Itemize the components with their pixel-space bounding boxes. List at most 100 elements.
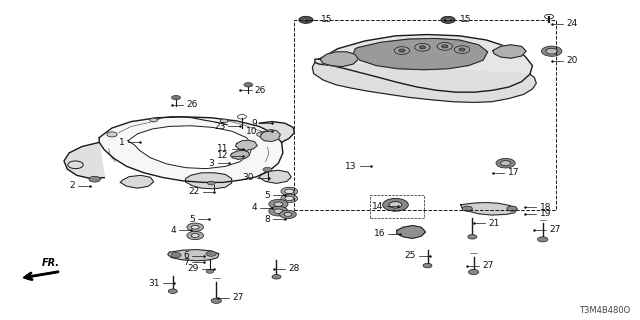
Circle shape: [191, 234, 199, 237]
Circle shape: [211, 298, 221, 303]
Circle shape: [280, 210, 296, 219]
Text: 17: 17: [508, 168, 519, 177]
Text: 8: 8: [264, 215, 270, 224]
Circle shape: [500, 161, 511, 166]
Circle shape: [274, 202, 283, 206]
Text: 6: 6: [183, 252, 189, 260]
Polygon shape: [493, 45, 526, 58]
Text: 1: 1: [119, 138, 125, 147]
Text: 14: 14: [372, 202, 383, 211]
Polygon shape: [230, 150, 250, 159]
Bar: [294, 20, 556, 210]
Text: 27: 27: [232, 293, 244, 302]
Circle shape: [468, 269, 479, 275]
Circle shape: [206, 269, 214, 273]
Text: 27: 27: [549, 225, 561, 234]
Text: 19: 19: [540, 209, 551, 218]
Circle shape: [172, 95, 180, 100]
Text: 18: 18: [540, 203, 551, 212]
Polygon shape: [461, 203, 517, 215]
Circle shape: [285, 189, 294, 194]
Circle shape: [303, 19, 308, 21]
Circle shape: [244, 83, 253, 87]
Circle shape: [399, 49, 405, 52]
Text: 23: 23: [214, 122, 225, 131]
Text: 10: 10: [246, 127, 257, 136]
Text: 12: 12: [217, 151, 228, 160]
Circle shape: [389, 202, 402, 208]
Polygon shape: [128, 126, 253, 169]
Text: 15: 15: [460, 15, 471, 24]
Text: 9: 9: [252, 119, 257, 128]
Text: 26: 26: [255, 86, 266, 95]
Polygon shape: [312, 62, 536, 102]
Text: 28: 28: [289, 264, 300, 273]
Circle shape: [462, 206, 472, 211]
Polygon shape: [353, 38, 488, 70]
Text: 13: 13: [345, 162, 356, 171]
Circle shape: [496, 158, 515, 168]
Text: 27: 27: [482, 261, 493, 270]
Text: 21: 21: [488, 219, 500, 228]
Polygon shape: [99, 117, 283, 182]
Polygon shape: [236, 140, 257, 150]
Circle shape: [546, 48, 557, 54]
Circle shape: [263, 167, 272, 172]
Circle shape: [285, 196, 294, 201]
Circle shape: [187, 231, 204, 240]
Circle shape: [383, 198, 408, 211]
Text: 24: 24: [566, 20, 578, 28]
Text: 7: 7: [183, 258, 189, 267]
Circle shape: [89, 176, 100, 182]
Circle shape: [168, 289, 177, 293]
Text: 25: 25: [404, 252, 415, 260]
Circle shape: [269, 206, 288, 216]
Text: 31: 31: [148, 279, 159, 288]
Circle shape: [171, 252, 181, 258]
Text: 2: 2: [69, 181, 75, 190]
Polygon shape: [259, 170, 291, 183]
Circle shape: [207, 181, 215, 185]
Circle shape: [423, 263, 432, 268]
Polygon shape: [259, 122, 294, 142]
Text: 30: 30: [243, 173, 254, 182]
Polygon shape: [260, 130, 280, 141]
Text: 29: 29: [188, 264, 199, 273]
Circle shape: [394, 47, 410, 54]
Circle shape: [459, 48, 465, 51]
Circle shape: [206, 251, 216, 256]
Circle shape: [299, 16, 313, 23]
Circle shape: [441, 16, 455, 23]
Polygon shape: [320, 52, 358, 67]
Text: 15: 15: [321, 15, 332, 24]
Text: 11: 11: [217, 144, 228, 153]
Text: 20: 20: [566, 56, 578, 65]
Circle shape: [454, 46, 470, 53]
Text: 4: 4: [252, 204, 257, 212]
Polygon shape: [64, 142, 104, 179]
Circle shape: [442, 45, 448, 48]
Circle shape: [272, 275, 281, 279]
Text: 5: 5: [264, 191, 270, 200]
Circle shape: [269, 199, 288, 209]
Circle shape: [281, 187, 298, 196]
Circle shape: [107, 132, 117, 137]
Circle shape: [274, 209, 283, 213]
Polygon shape: [120, 175, 154, 188]
Circle shape: [437, 43, 452, 50]
Polygon shape: [168, 250, 219, 261]
Circle shape: [257, 132, 266, 137]
Circle shape: [419, 46, 426, 49]
Text: 16: 16: [374, 229, 385, 238]
Polygon shape: [315, 35, 532, 92]
Text: FR.: FR.: [42, 258, 60, 268]
Bar: [370, 195, 424, 218]
Text: 4: 4: [170, 226, 176, 235]
Circle shape: [281, 194, 298, 203]
Circle shape: [187, 223, 204, 231]
Circle shape: [191, 225, 199, 229]
Text: 3: 3: [209, 159, 214, 168]
Circle shape: [507, 206, 517, 211]
Circle shape: [538, 237, 548, 242]
Polygon shape: [397, 226, 426, 238]
